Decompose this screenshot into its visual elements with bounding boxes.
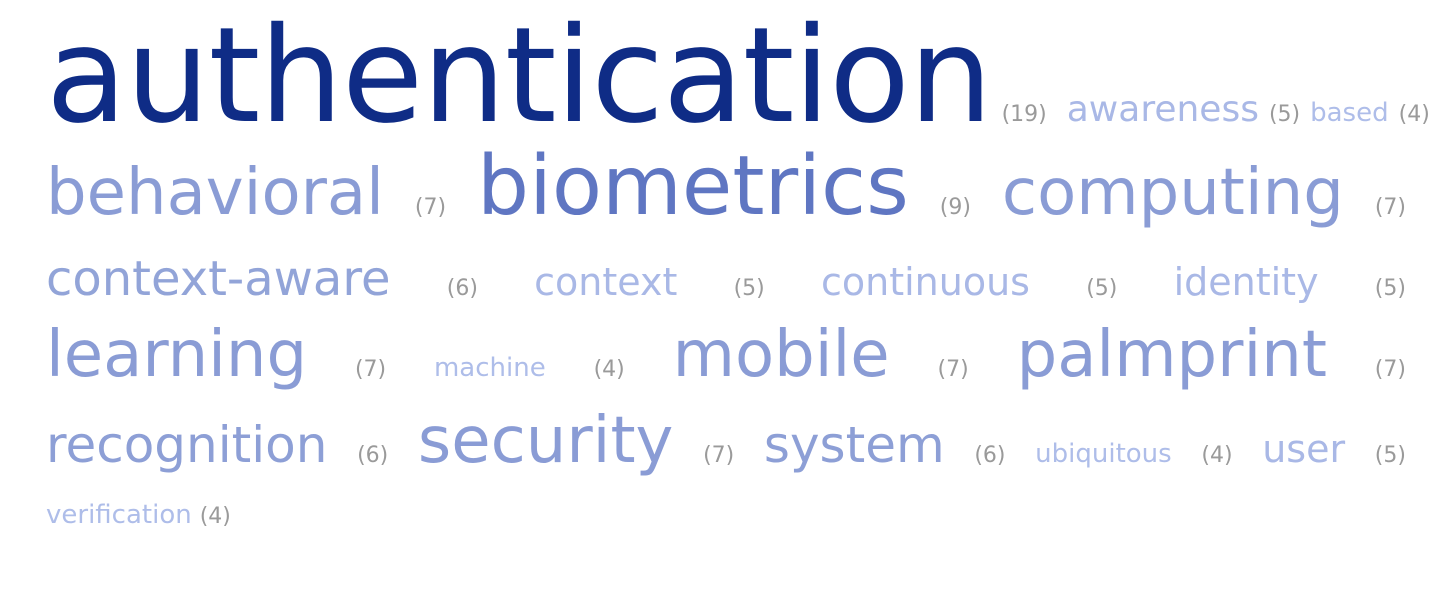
tag-computing[interactable]: computing <box>1001 156 1344 230</box>
tag-count-computing: (7) <box>1374 195 1406 220</box>
tag-count-mobile: (7) <box>937 357 969 382</box>
tag-count-palmprint: (7) <box>1374 357 1406 382</box>
tag-system[interactable]: system <box>763 416 945 474</box>
tag-palmprint[interactable]: palmprint <box>1016 318 1327 392</box>
tag-count-context-aware: (6) <box>446 276 478 301</box>
tag-based[interactable]: based <box>1310 98 1389 128</box>
tag-behavioral[interactable]: behavioral <box>46 156 384 230</box>
tag-context-aware[interactable]: context-aware <box>46 251 391 307</box>
tag-entry-based: based (4) <box>1310 100 1430 126</box>
tag-count-based: (4) <box>1398 102 1430 127</box>
tag-count-security: (7) <box>703 443 735 468</box>
tag-count-ubiquitous: (4) <box>1201 443 1233 468</box>
tag-authentication[interactable]: authentication <box>46 0 993 153</box>
tag-user[interactable]: user <box>1262 427 1346 471</box>
tag-entry-awareness: awareness (5) <box>1057 92 1300 128</box>
tag-cloud-row-3: context-aware (6) context (5) continuous… <box>46 255 1406 303</box>
tag-entry-authentication: authentication (19) <box>46 10 1047 142</box>
tag-learning[interactable]: learning <box>46 318 308 392</box>
tag-ubiquitous[interactable]: ubiquitous <box>1035 439 1172 469</box>
tag-machine[interactable]: machine <box>433 353 546 383</box>
tag-context[interactable]: context <box>534 260 678 304</box>
tag-recognition[interactable]: recognition <box>46 416 328 474</box>
tag-count-awareness: (5) <box>1268 102 1301 127</box>
tag-cloud-row-1: authentication (19) awareness (5) based … <box>46 10 1430 142</box>
tag-cloud-row-4: learning (7) machine (4) mobile (7) palm… <box>46 323 1406 387</box>
tag-cloud-row-5: recognition (6) security (7) system (6) … <box>46 409 1406 473</box>
tag-continuous[interactable]: continuous <box>820 260 1030 304</box>
tag-count-biometrics: (9) <box>939 195 971 220</box>
tag-count-behavioral: (7) <box>414 195 447 220</box>
tag-identity[interactable]: identity <box>1173 260 1319 304</box>
tag-cloud-row-6: verification (4) <box>46 502 1406 528</box>
tag-count-continuous: (5) <box>1086 276 1118 301</box>
tag-awareness[interactable]: awareness <box>1066 89 1259 130</box>
tag-verification[interactable]: verification <box>46 500 192 530</box>
tag-count-user: (5) <box>1374 443 1406 468</box>
tag-count-verification: (4) <box>199 504 231 529</box>
tag-count-learning: (7) <box>354 357 387 382</box>
tag-count-recognition: (6) <box>357 443 389 468</box>
tag-count-authentication: (19) <box>1001 102 1047 127</box>
tag-count-machine: (4) <box>593 357 625 382</box>
tag-count-system: (6) <box>974 443 1006 468</box>
tag-count-context: (5) <box>733 276 765 301</box>
tag-count-identity: (5) <box>1374 276 1406 301</box>
tag-biometrics[interactable]: biometrics <box>477 139 909 234</box>
tag-mobile[interactable]: mobile <box>672 318 890 392</box>
tag-security[interactable]: security <box>417 404 674 478</box>
tag-cloud-row-2: behavioral (7) biometrics (9) computing … <box>46 146 1406 228</box>
